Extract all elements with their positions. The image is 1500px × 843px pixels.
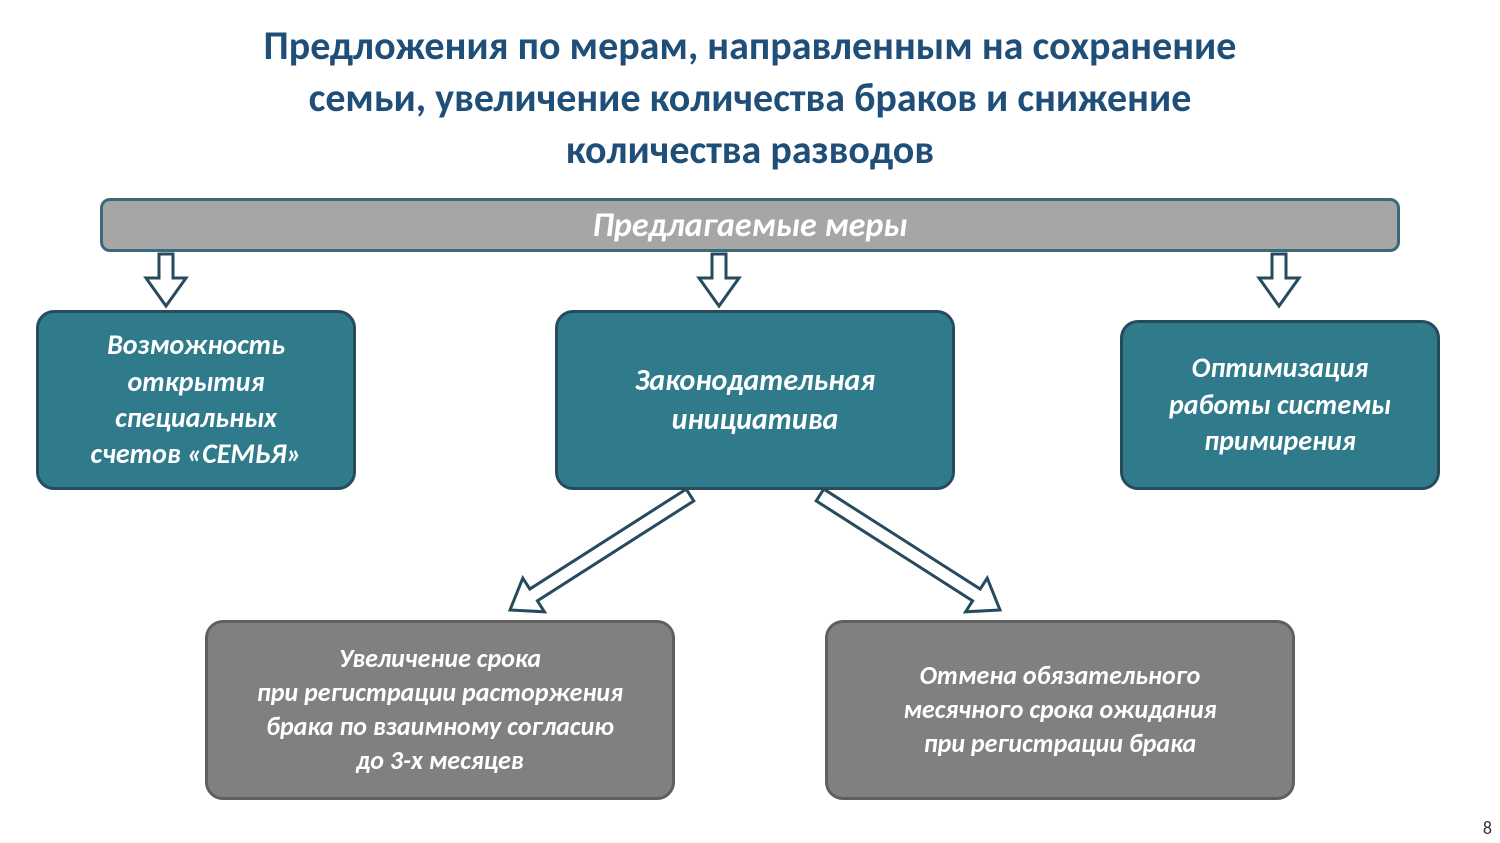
arrow-to-cancel [816, 489, 1000, 612]
arrow-to-accounts [146, 254, 186, 306]
box-legislative-initiative: Законодательная инициатива [555, 310, 955, 490]
box-label: Оптимизация работы системы примирения [1169, 350, 1391, 459]
page-number: 8 [1483, 817, 1492, 839]
box-label: Увеличение срока при регистрации расторж… [257, 642, 623, 777]
box-special-accounts: Возможность открытия специальных счетов … [36, 310, 356, 490]
arrow-to-extend [510, 489, 694, 612]
arrow-to-optimization [1259, 254, 1299, 306]
box-cancel-waiting-period: Отмена обязательного месячного срока ожи… [825, 620, 1295, 800]
box-label: Законодательная инициатива [635, 361, 875, 439]
proposed-measures-banner: Предлагаемые меры [100, 198, 1400, 252]
box-extend-divorce-term: Увеличение срока при регистрации расторж… [205, 620, 675, 800]
box-label: Отмена обязательного месячного срока ожи… [903, 659, 1216, 760]
banner-label: Предлагаемые меры [592, 205, 907, 246]
box-reconciliation-optimization: Оптимизация работы системы примирения [1120, 320, 1440, 490]
slide-title: Предложения по мерам, направленным на со… [0, 20, 1500, 176]
arrow-to-legislative [699, 254, 739, 306]
box-label: Возможность открытия специальных счетов … [91, 327, 302, 473]
